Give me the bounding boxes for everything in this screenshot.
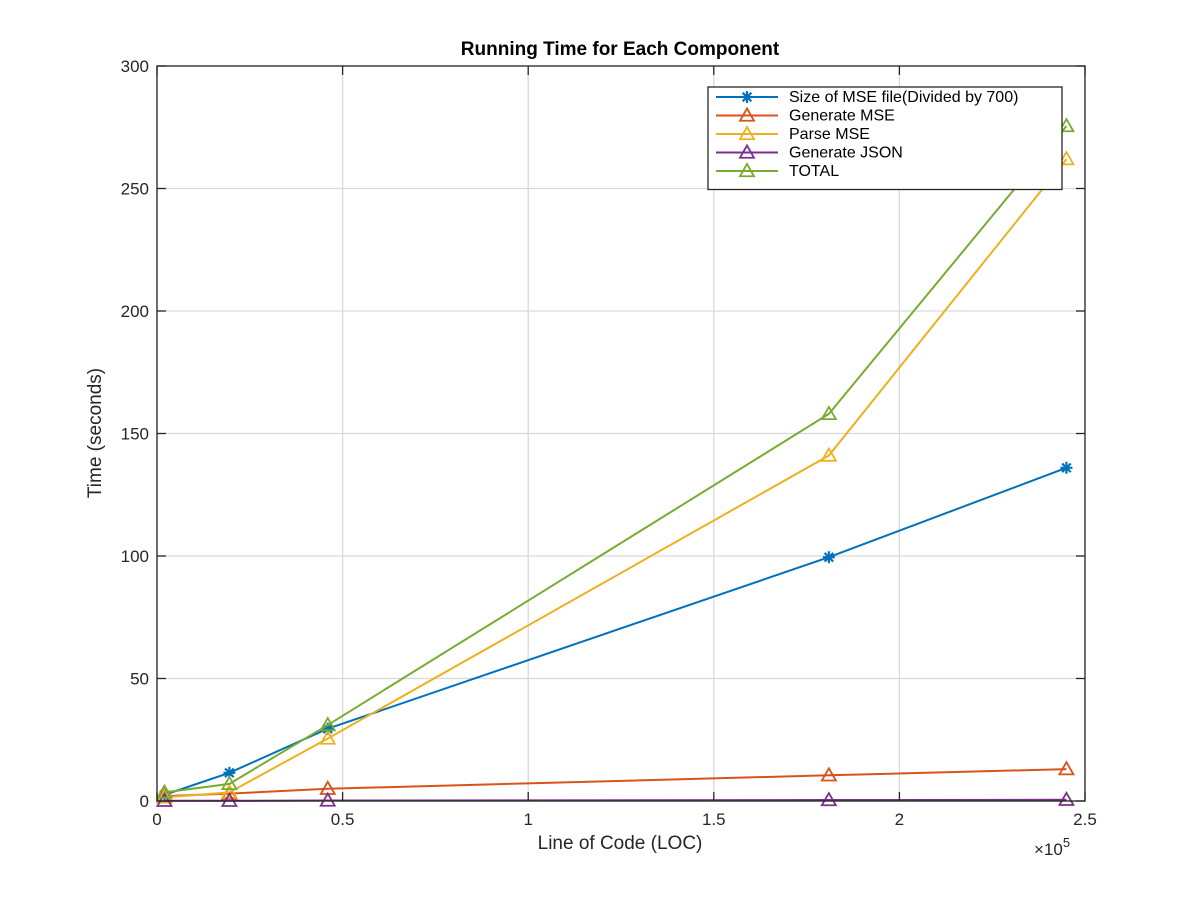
legend-item: Size of MSE file(Divided by 700) [716,89,1018,106]
y-tick-label: 50 [130,670,149,689]
data-point [155,791,173,807]
data-point [155,783,173,799]
legend-label: Size of MSE file(Divided by 700) [789,89,1018,106]
series-line [164,466,1067,796]
chart-title: Running Time for Each Component [461,39,780,60]
data-point [820,791,838,807]
legend-label: TOTAL [789,163,839,180]
data-point [319,716,337,732]
x-exponent-base: ×10 [1034,840,1063,859]
star-stroke [741,91,753,103]
x-axis-exponent: ×105 [1034,835,1070,859]
data-point [1057,117,1075,133]
x-exponent-power: 5 [1063,835,1070,850]
data-point [820,766,838,782]
y-axis-label: Time (seconds) [85,368,106,498]
series-layer [155,117,1075,807]
legend-marker [741,91,753,103]
y-tick-label: 150 [121,425,149,444]
data-point [220,783,238,799]
star-stroke [823,552,834,563]
axes: 0 0.5 1 1.5 2 2.5 0 50 100 150 200 250 300 [121,57,1097,829]
y-tick-label: 100 [121,547,149,566]
series-1 [158,461,1073,801]
x-tick-label: 0.5 [331,810,355,829]
data-point [1057,150,1075,166]
star-stroke [322,723,333,734]
data-point [1060,461,1073,474]
legend: Size of MSE file(Divided by 700) Generate… [707,86,1063,191]
legend-marker [738,162,756,178]
data-point [820,446,838,462]
y-tick-label: 300 [121,57,149,76]
legend-marker [738,125,756,141]
legend-box [707,86,1063,191]
x-tick-label: 1 [523,810,532,829]
legend-label: Parse MSE [789,126,870,143]
x-tick-label: 2 [895,810,904,829]
data-point [220,791,238,807]
legend-item: TOTAL [716,162,839,180]
legend-marker [738,106,756,122]
legend-label: Generate MSE [789,108,895,125]
x-tick-label: 1.5 [702,810,726,829]
series-3 [155,150,1075,804]
data-point [319,791,337,807]
series-2 [155,760,1075,803]
x-tick-label: 2.5 [1073,810,1097,829]
star-stroke [224,767,235,778]
y-tick-label: 0 [140,792,149,811]
series-line [164,125,1068,794]
series-5 [155,117,1075,799]
legend-label: Generate JSON [789,145,903,162]
data-point [319,729,337,745]
legend-marker [738,143,756,159]
star-stroke [1061,462,1072,473]
legend-item: Parse MSE [716,125,870,143]
data-point [155,788,173,804]
data-point [1057,760,1075,776]
x-tick-label: 0 [152,810,161,829]
series-4 [155,790,1075,807]
data-point [822,551,835,564]
x-axis-label: Line of Code (LOC) [538,833,703,854]
data-point [820,405,838,421]
y-tick-label: 200 [121,302,149,321]
series-line [164,158,1068,799]
y-tick-label: 250 [121,180,149,199]
data-point [1057,790,1075,806]
series-line [164,768,1067,798]
legend-item: Generate MSE [716,106,895,125]
data-point [220,775,238,790]
legend-item: Generate JSON [716,143,903,162]
